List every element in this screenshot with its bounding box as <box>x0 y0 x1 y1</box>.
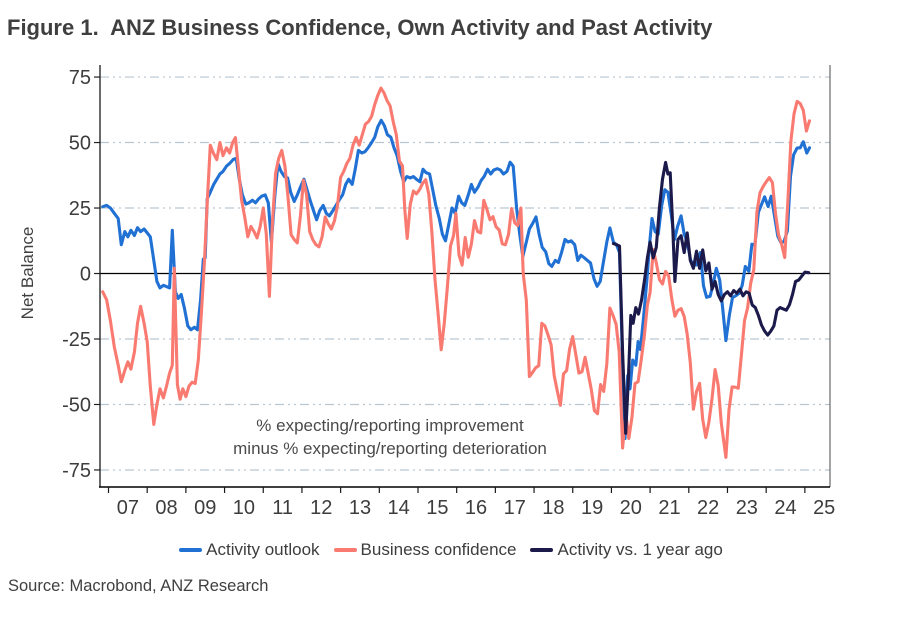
x-tick-label: 10 <box>233 497 255 519</box>
x-tick-label: 13 <box>349 497 371 519</box>
x-tick-label: 14 <box>388 497 410 519</box>
x-tick-label: 21 <box>658 497 680 519</box>
y-axis-title: Net Balance <box>18 226 37 320</box>
series-line-activity-vs-1-year-ago <box>611 160 811 435</box>
x-tick-label: 16 <box>465 497 487 519</box>
x-tick-label: 12 <box>310 497 332 519</box>
x-tick-label: 11 <box>272 497 293 519</box>
legend-label-business-confidence: Business confidence <box>360 540 517 559</box>
x-tick-label: 09 <box>194 497 216 519</box>
x-tick-label: 08 <box>155 497 177 519</box>
y-tick-label: 50 <box>69 133 91 155</box>
source-note: Source: Macrobond, ANZ Research <box>8 577 269 595</box>
x-tick-label: 07 <box>117 497 139 519</box>
annotation-line1: % expecting/reporting improvement <box>256 416 524 435</box>
series-line-business-confidence <box>101 86 812 459</box>
x-tick-label: 15 <box>426 497 448 519</box>
legend-item-activity-vs-1-year-ago: Activity vs. 1 year ago <box>530 540 723 560</box>
chart-legend: Activity outlook Business confidence Act… <box>0 540 902 560</box>
x-tick-label: 24 <box>774 497 796 519</box>
y-tick-label: 0 <box>80 264 91 286</box>
y-tick-label: -25 <box>62 329 91 351</box>
legend-swatch-activity-outlook <box>179 548 203 552</box>
legend-swatch-business-confidence <box>333 548 357 552</box>
y-tick-label: 25 <box>69 198 91 220</box>
legend-item-business-confidence: Business confidence <box>333 540 517 560</box>
legend-item-activity-outlook: Activity outlook <box>179 540 320 560</box>
y-tick-label: 75 <box>69 67 91 89</box>
x-tick-label: 22 <box>697 497 719 519</box>
y-tick-label: -50 <box>62 394 91 416</box>
legend-swatch-activity-vs-1-year-ago <box>530 548 554 552</box>
x-tick-label: 18 <box>542 497 564 519</box>
x-tick-label: 23 <box>736 497 758 519</box>
x-tick-label: 20 <box>620 497 642 519</box>
legend-label-activity-outlook: Activity outlook <box>206 540 320 559</box>
chart-annotation: % expecting/reporting improvement minus … <box>140 414 640 460</box>
annotation-line2: minus % expecting/reporting deterioratio… <box>233 439 547 458</box>
figure-title: Figure 1. ANZ Business Confidence, Own A… <box>7 15 713 40</box>
x-tick-label: 25 <box>813 497 835 519</box>
x-tick-label: 19 <box>581 497 603 519</box>
legend-label-activity-vs-1-year-ago: Activity vs. 1 year ago <box>557 540 723 559</box>
x-tick-label: 17 <box>504 497 526 519</box>
y-tick-label: -75 <box>62 460 91 482</box>
